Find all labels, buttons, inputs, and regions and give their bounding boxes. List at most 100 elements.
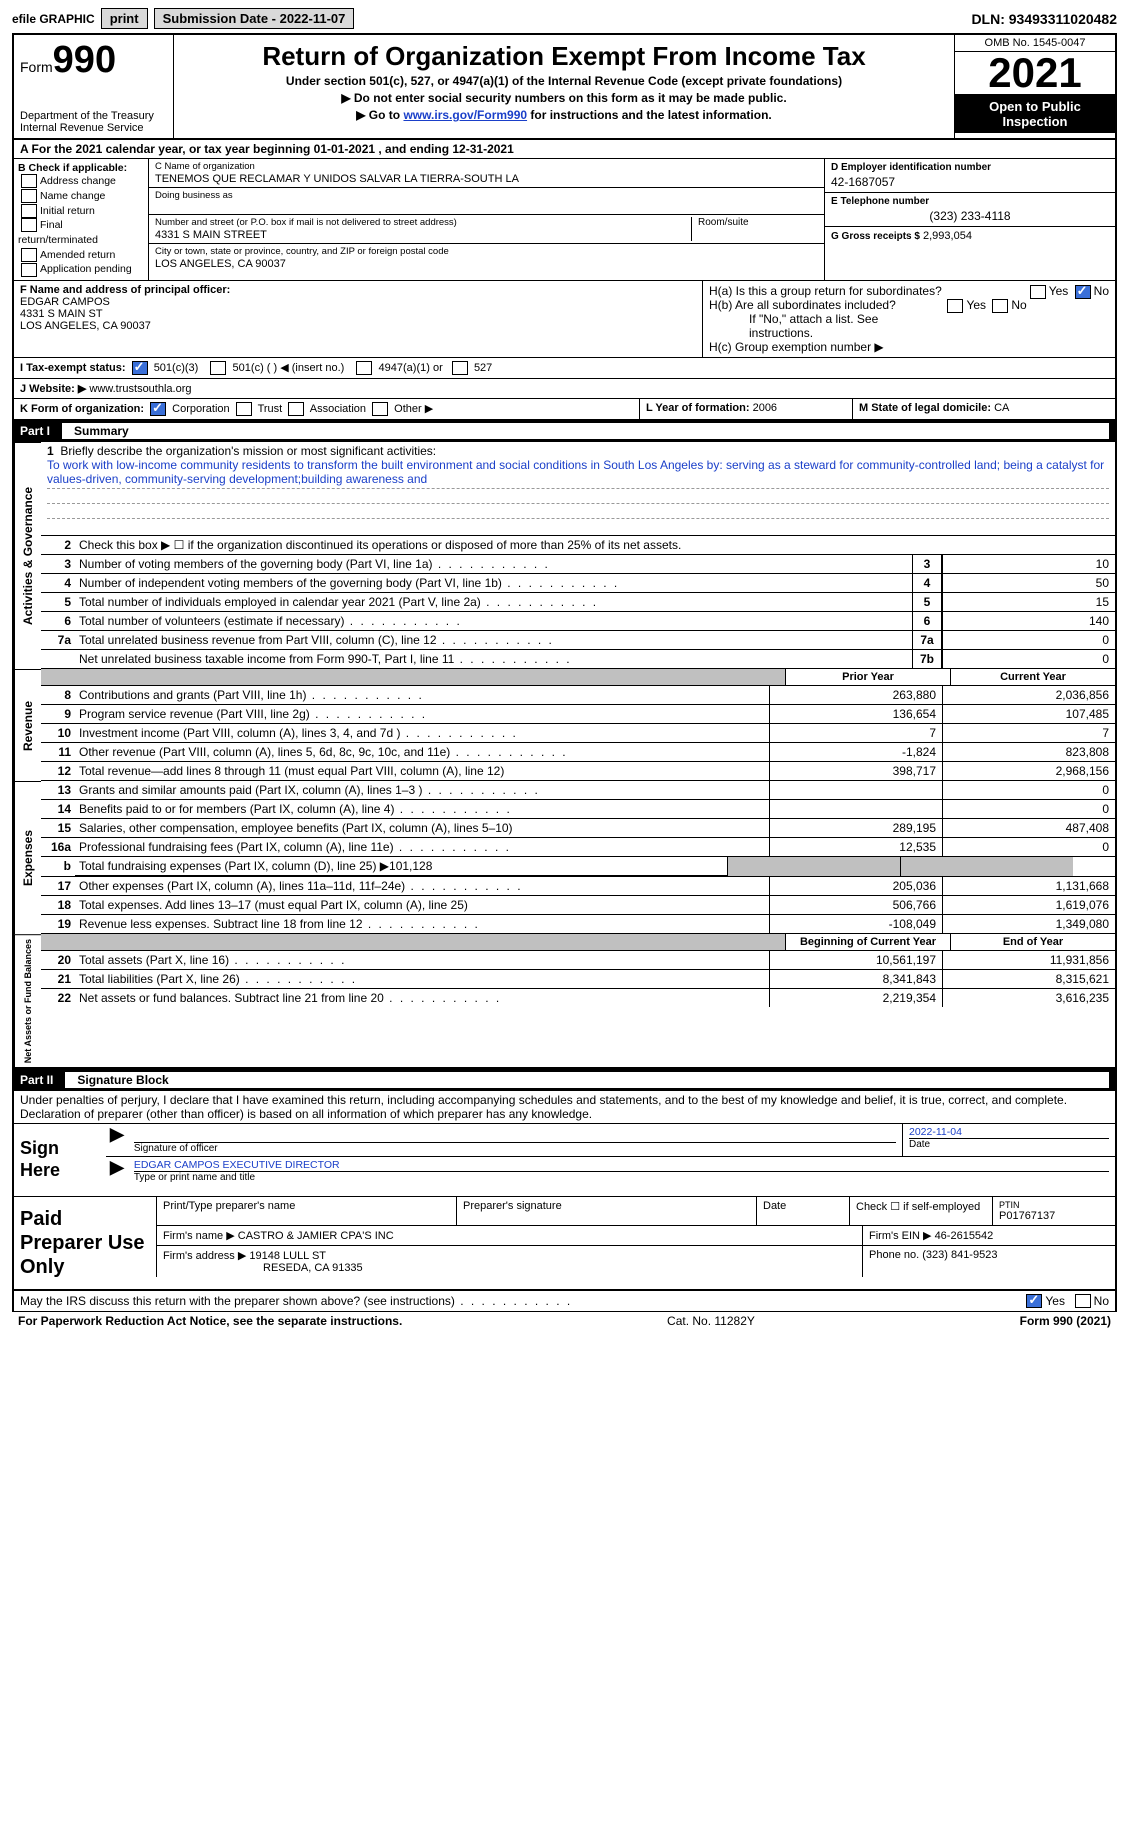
dba-cell: Doing business as [149, 188, 824, 215]
expenses-section: Expenses 13 Grants and similar amounts p… [12, 781, 1117, 934]
gross-label: G Gross receipts $ [831, 231, 920, 242]
tax-527-check[interactable] [452, 361, 468, 375]
l16b-c [900, 857, 1073, 876]
mission-text: To work with low-income community reside… [47, 458, 1109, 489]
yes-2: Yes [966, 298, 986, 312]
line-2: 2 Check this box ▶ ☐ if the organization… [41, 536, 1115, 555]
part-2-num: Part II [20, 1073, 65, 1087]
sig-date-label: Date [909, 1138, 1109, 1150]
gross-value: 2,993,054 [923, 230, 972, 242]
l14-c: 0 [942, 800, 1115, 818]
arrow-icon-1: ▶ [106, 1124, 128, 1156]
pp-ptin-cell: PTIN P01767137 [992, 1197, 1115, 1225]
city-value: LOS ANGELES, CA 90037 [155, 258, 818, 270]
pp-phone-label: Phone no. [869, 1249, 919, 1261]
addr-value: 4331 S MAIN STREET [155, 229, 685, 241]
k-opt0: Corporation [172, 403, 229, 415]
submission-date: Submission Date - 2022-11-07 [154, 8, 355, 29]
tax-501c3-check[interactable] [132, 361, 148, 375]
ptin-value: P01767137 [999, 1210, 1109, 1222]
l5-v: 15 [942, 593, 1115, 611]
check-address-change[interactable]: Address change [18, 174, 144, 189]
rev-curr-hdr: Current Year [951, 669, 1115, 685]
l-label: L Year of formation: [646, 402, 750, 414]
ha-yes-check[interactable] [1030, 285, 1046, 299]
l22-n: 22 [41, 989, 75, 1007]
l18-p: 506,766 [769, 896, 942, 914]
pp-col4: Check ☐ if self-employed [849, 1197, 992, 1225]
hb-no-check[interactable] [992, 299, 1008, 313]
line-7a: 7a Total unrelated business revenue from… [41, 631, 1115, 650]
line-11: 11 Other revenue (Part VIII, column (A),… [41, 743, 1115, 762]
irs-link[interactable]: www.irs.gov/Form990 [403, 108, 527, 122]
l20-p: 10,561,197 [769, 951, 942, 969]
form-header: Form990 Department of the Treasury Inter… [12, 33, 1117, 140]
line-5: 5 Total number of individuals employed i… [41, 593, 1115, 612]
l12-p: 398,717 [769, 762, 942, 780]
room-label: Room/suite [698, 217, 818, 228]
check-app-pending[interactable]: Application pending [18, 262, 144, 277]
k-other-check[interactable] [372, 402, 388, 416]
line-18: 18 Total expenses. Add lines 13–17 (must… [41, 896, 1115, 915]
line-7b: Net unrelated business taxable income fr… [41, 650, 1115, 669]
check-final-return[interactable]: Final return/terminated [18, 218, 144, 247]
discuss-row: May the IRS discuss this return with the… [12, 1291, 1117, 1313]
l19-d: Revenue less expenses. Subtract line 18 … [75, 915, 769, 933]
l7b-n [41, 650, 75, 668]
l19-p: -108,049 [769, 915, 942, 933]
section-bcd: B Check if applicable: Address change Na… [12, 159, 1117, 281]
revenue-section: Revenue Prior Year Current Year 8 Contri… [12, 669, 1117, 781]
l3-b: 3 [912, 555, 942, 573]
k-assoc-check[interactable] [288, 402, 304, 416]
line-8: 8 Contributions and grants (Part VIII, l… [41, 686, 1115, 705]
l16a-n: 16a [41, 838, 75, 856]
l5-n: 5 [41, 593, 75, 611]
org-name-label: C Name of organization [155, 161, 818, 172]
l15-p: 289,195 [769, 819, 942, 837]
k-corp-check[interactable] [150, 402, 166, 416]
l3-d: Number of voting members of the governin… [75, 555, 912, 573]
l9-c: 107,485 [942, 705, 1115, 723]
section-d: D Employer identification number 42-1687… [825, 159, 1115, 280]
l12-d: Total revenue—add lines 8 through 11 (mu… [75, 762, 769, 780]
k-opt2: Association [310, 403, 366, 415]
ha-no-check[interactable] [1075, 285, 1091, 299]
hb-yes-check[interactable] [947, 299, 963, 313]
tax-4947-check[interactable] [356, 361, 372, 375]
l7a-n: 7a [41, 631, 75, 649]
check-amended[interactable]: Amended return [18, 248, 144, 263]
l13-n: 13 [41, 781, 75, 799]
k-opt3: Other ▶ [394, 403, 433, 415]
tax-opt2: 501(c) ( ) ◀ (insert no.) [233, 362, 345, 374]
part-1-header: Part I Summary [12, 420, 1117, 442]
discuss-yes-check[interactable] [1026, 1294, 1042, 1308]
sig-officer-label: Signature of officer [134, 1142, 896, 1154]
section-c: C Name of organization TENEMOS QUE RECLA… [149, 159, 825, 280]
tax-501c-check[interactable] [210, 361, 226, 375]
line-15: 15 Salaries, other compensation, employe… [41, 819, 1115, 838]
discuss-no-check[interactable] [1075, 1294, 1091, 1308]
dash-2 [47, 518, 1109, 533]
hb-label: H(b) Are all subordinates included? [709, 298, 896, 312]
l13-p [769, 781, 942, 799]
form-subtitle: Under section 501(c), 527, or 4947(a)(1)… [182, 74, 946, 88]
row-a-calendar-year: A For the 2021 calendar year, or tax yea… [12, 140, 1117, 159]
year-formation: L Year of formation: 2006 [640, 399, 853, 419]
k-trust-check[interactable] [236, 402, 252, 416]
l9-p: 136,654 [769, 705, 942, 723]
b-item-2: Initial return [40, 205, 95, 217]
yes-1: Yes [1049, 284, 1069, 298]
rev-prior-hdr: Prior Year [785, 669, 951, 685]
l12-n: 12 [41, 762, 75, 780]
check-initial-return[interactable]: Initial return [18, 204, 144, 219]
na-rows: Beginning of Current Year End of Year 20… [41, 934, 1115, 1067]
phone-cell: E Telephone number (323) 233-4118 [825, 193, 1115, 227]
address-cell: Number and street (or P.O. box if mail i… [149, 215, 824, 244]
l8-c: 2,036,856 [942, 686, 1115, 704]
dash-1 [47, 503, 1109, 518]
check-name-change[interactable]: Name change [18, 189, 144, 204]
print-button[interactable]: print [101, 8, 148, 29]
l13-c: 0 [942, 781, 1115, 799]
l16a-c: 0 [942, 838, 1115, 856]
pp-col2: Preparer's signature [456, 1197, 756, 1225]
